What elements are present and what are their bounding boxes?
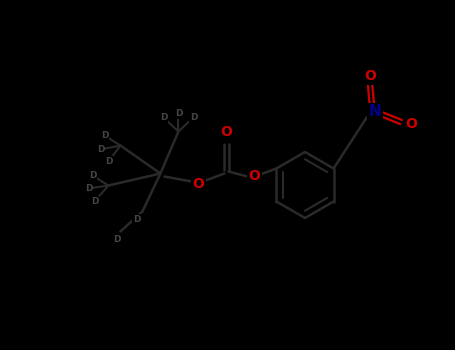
Text: D: D [101,131,108,140]
Text: O: O [221,125,233,139]
Text: D: D [175,109,182,118]
Text: O: O [405,117,417,131]
Text: D: D [91,197,98,206]
Text: D: D [89,171,96,180]
Text: O: O [248,169,260,183]
Text: D: D [190,113,197,122]
Text: O: O [364,69,376,83]
Text: N: N [369,105,381,119]
Text: D: D [133,215,140,224]
Text: D: D [105,157,112,166]
Text: D: D [160,113,167,122]
Text: D: D [96,145,104,154]
Text: D: D [85,184,92,193]
Text: D: D [113,235,120,244]
Text: O: O [192,176,204,190]
